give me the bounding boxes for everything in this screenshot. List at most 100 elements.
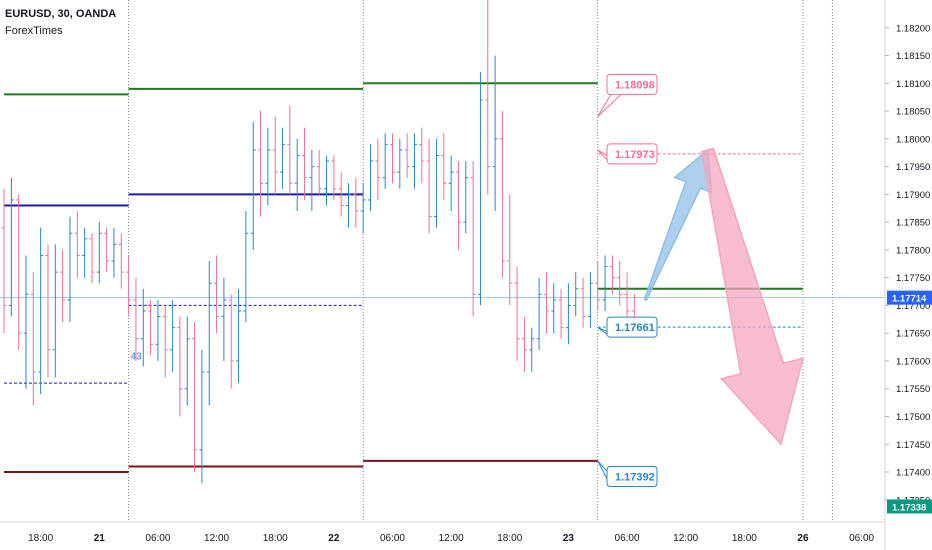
candle [294,138,300,212]
price-callout: 1.17661 [597,316,658,338]
candle [258,111,264,217]
candle [595,261,601,311]
candle [411,133,417,189]
x-tick-label: 22 [328,533,340,544]
candle [477,72,483,306]
candle [118,233,124,289]
arrow-up-icon [643,148,713,302]
x-tick-label: 26 [797,533,809,544]
candle [404,133,410,178]
candle [551,283,557,334]
y-tick-label: 1.18150 [896,51,930,62]
candle [155,299,161,361]
candle [184,316,190,406]
candle [375,138,381,200]
y-tick-label: 1.17500 [896,412,930,423]
candle [60,249,66,323]
candle [89,233,95,284]
candle [617,261,623,306]
candle [82,227,88,278]
x-tick-label: 12:00 [673,533,698,544]
y-tick-label: 1.17400 [896,468,930,479]
candle [316,149,322,195]
candle [280,127,286,189]
symbol-title: EURUSD, 30, OANDA [5,8,117,20]
y-tick-label: 1.17600 [896,356,930,367]
candle [609,255,615,295]
candle [16,194,22,350]
price-tag-box [887,499,932,514]
candle [309,149,315,212]
candle [67,216,73,323]
candle [389,133,395,184]
candle [419,127,425,184]
candle [448,155,454,212]
candle [111,227,117,278]
y-tick-label: 1.17900 [896,190,930,201]
callout-box [606,143,658,165]
price-tag-label: 1.17338 [892,502,926,513]
candle [302,127,308,200]
candle [470,161,476,317]
y-tick-label: 1.17850 [896,218,930,229]
x-tick-label: 12:00 [204,533,229,544]
x-tick-label: 06:00 [849,533,874,544]
x-tick-label: 18:00 [28,533,53,544]
candle [1,188,7,334]
candle [236,288,242,384]
callout-label: 1.17973 [615,149,655,161]
candle [177,316,183,417]
x-tick-label: 18:00 [732,533,757,544]
callout-label: 1.17661 [615,322,655,334]
candle [170,299,176,373]
y-tick-label: 1.18200 [896,23,930,34]
candle [272,116,278,195]
candle [45,244,51,378]
price-tag-label: 1.17714 [892,294,927,305]
y-tick-label: 1.18000 [896,134,930,145]
candle [74,211,80,278]
candle [140,288,146,367]
candle [148,299,154,356]
candle [324,155,330,206]
series-small-label: 43 [131,351,143,362]
candle [192,322,198,473]
x-tick-label: 21 [94,533,106,544]
callout-box [606,465,658,487]
callout-pointer [597,94,622,117]
candle [602,255,608,311]
candle [162,305,168,378]
y-tick-label: 1.17700 [896,301,930,312]
price-callout: 1.17392 [597,460,658,487]
candle [338,172,344,217]
candle [397,138,403,189]
candle [507,194,513,306]
candle [433,138,439,228]
candle [573,272,579,317]
publisher-label: ForexTimes [5,25,63,37]
candle [580,277,586,328]
candle [558,288,564,339]
x-tick-label: 06:00 [615,533,640,544]
candle [199,349,205,484]
y-tick-label: 1.17750 [896,273,930,284]
callout-label: 1.18098 [615,79,655,91]
price-tag-box [887,290,932,305]
candle [536,277,542,350]
candle [214,255,220,334]
candle [368,144,373,212]
candle [587,272,593,328]
candle [331,155,337,200]
candle [426,138,432,234]
candle [287,105,293,195]
y-tick-label: 1.18100 [896,79,930,90]
y-tick-label: 1.17950 [896,162,930,173]
x-tick-label: 06:00 [380,533,405,544]
candle [463,161,469,234]
callout-label: 1.17392 [615,471,655,483]
candle [521,316,527,373]
candle [228,294,234,389]
y-tick-label: 1.17650 [896,329,930,340]
candle [133,277,139,361]
